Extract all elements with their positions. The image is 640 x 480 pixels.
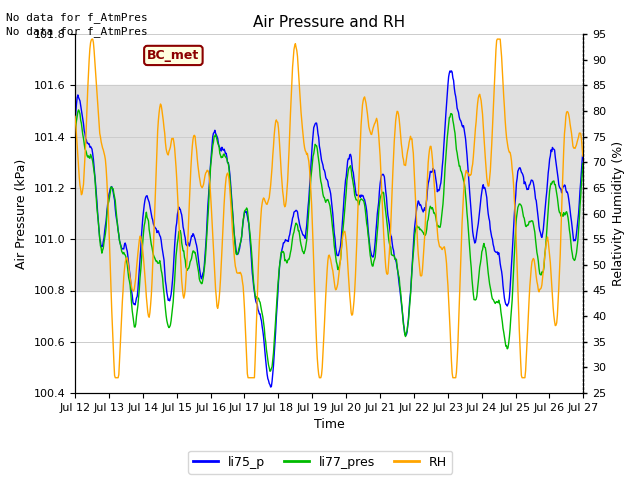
- Title: Air Pressure and RH: Air Pressure and RH: [253, 15, 405, 30]
- Y-axis label: Air Pressure (kPa): Air Pressure (kPa): [15, 158, 28, 269]
- Text: No data for f_AtmPres: No data for f_AtmPres: [6, 26, 148, 37]
- Text: BC_met: BC_met: [147, 49, 200, 62]
- Y-axis label: Relativity Humidity (%): Relativity Humidity (%): [612, 141, 625, 286]
- Text: No data for f_AtmPres: No data for f_AtmPres: [6, 12, 148, 23]
- X-axis label: Time: Time: [314, 419, 344, 432]
- Bar: [75, 85, 583, 290]
- Legend: li75_p, li77_pres, RH: li75_p, li77_pres, RH: [188, 451, 452, 474]
